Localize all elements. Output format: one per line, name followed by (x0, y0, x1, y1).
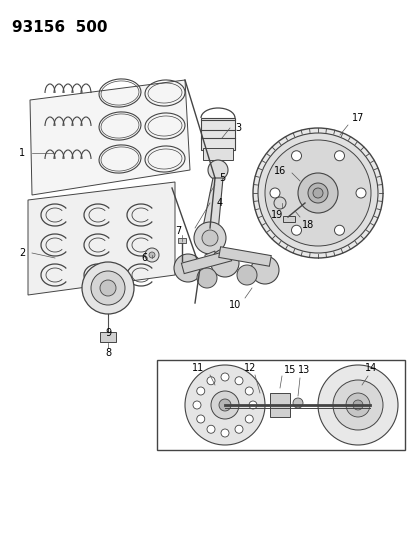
Text: 7: 7 (174, 226, 181, 236)
Circle shape (185, 365, 264, 445)
Text: 14: 14 (364, 363, 376, 373)
Circle shape (297, 173, 337, 213)
Circle shape (244, 387, 253, 395)
Text: 8: 8 (104, 348, 111, 358)
Circle shape (292, 398, 302, 408)
Circle shape (236, 265, 256, 285)
Text: 9: 9 (104, 328, 111, 338)
Circle shape (206, 377, 214, 385)
Circle shape (345, 393, 369, 417)
Bar (282, 216, 294, 222)
Bar (178, 238, 185, 243)
Circle shape (250, 256, 278, 284)
Circle shape (257, 133, 377, 253)
Text: 3: 3 (234, 123, 240, 133)
Circle shape (207, 160, 228, 180)
Circle shape (173, 254, 202, 282)
Circle shape (334, 225, 344, 235)
Text: 17: 17 (351, 113, 363, 123)
Circle shape (248, 401, 256, 409)
Bar (157, 360, 404, 450)
Text: 18: 18 (301, 220, 313, 230)
Circle shape (82, 262, 134, 314)
Circle shape (291, 225, 301, 235)
Text: 10: 10 (228, 300, 240, 310)
Circle shape (317, 365, 397, 445)
Bar (100, 332, 116, 342)
Circle shape (269, 188, 279, 198)
Circle shape (194, 222, 225, 254)
Circle shape (192, 401, 201, 409)
Circle shape (235, 425, 242, 433)
Text: 5: 5 (218, 173, 225, 183)
Bar (201, 118, 235, 150)
Circle shape (264, 140, 370, 246)
Text: 13: 13 (297, 365, 309, 375)
Circle shape (196, 387, 204, 395)
Circle shape (211, 249, 238, 277)
Circle shape (202, 230, 218, 246)
Polygon shape (28, 182, 175, 295)
Circle shape (100, 280, 116, 296)
Circle shape (235, 377, 242, 385)
Text: 19: 19 (270, 210, 282, 220)
Circle shape (332, 380, 382, 430)
Circle shape (334, 151, 344, 161)
Text: 16: 16 (273, 166, 285, 176)
Circle shape (312, 188, 322, 198)
Circle shape (149, 252, 154, 258)
Circle shape (197, 268, 216, 288)
Circle shape (218, 399, 230, 411)
Circle shape (244, 415, 253, 423)
Text: 93156  500: 93156 500 (12, 20, 107, 35)
Circle shape (196, 415, 204, 423)
Text: 15: 15 (283, 365, 295, 375)
Text: 1: 1 (19, 148, 25, 158)
Text: 6: 6 (140, 253, 147, 263)
Text: 11: 11 (191, 363, 204, 373)
Polygon shape (30, 80, 190, 195)
Text: 2: 2 (19, 248, 25, 258)
Polygon shape (204, 251, 214, 265)
Circle shape (221, 429, 228, 437)
Circle shape (307, 183, 327, 203)
Circle shape (291, 151, 301, 161)
Bar (269, 393, 289, 417)
Circle shape (91, 271, 125, 305)
Bar (202, 148, 233, 160)
Text: 4: 4 (216, 198, 223, 208)
Polygon shape (202, 178, 223, 232)
Text: 12: 12 (243, 363, 256, 373)
Circle shape (221, 373, 228, 381)
Circle shape (145, 248, 159, 262)
Circle shape (355, 188, 365, 198)
Circle shape (206, 425, 214, 433)
Circle shape (352, 400, 362, 410)
Circle shape (252, 128, 382, 258)
Circle shape (211, 391, 238, 419)
Circle shape (273, 197, 285, 209)
